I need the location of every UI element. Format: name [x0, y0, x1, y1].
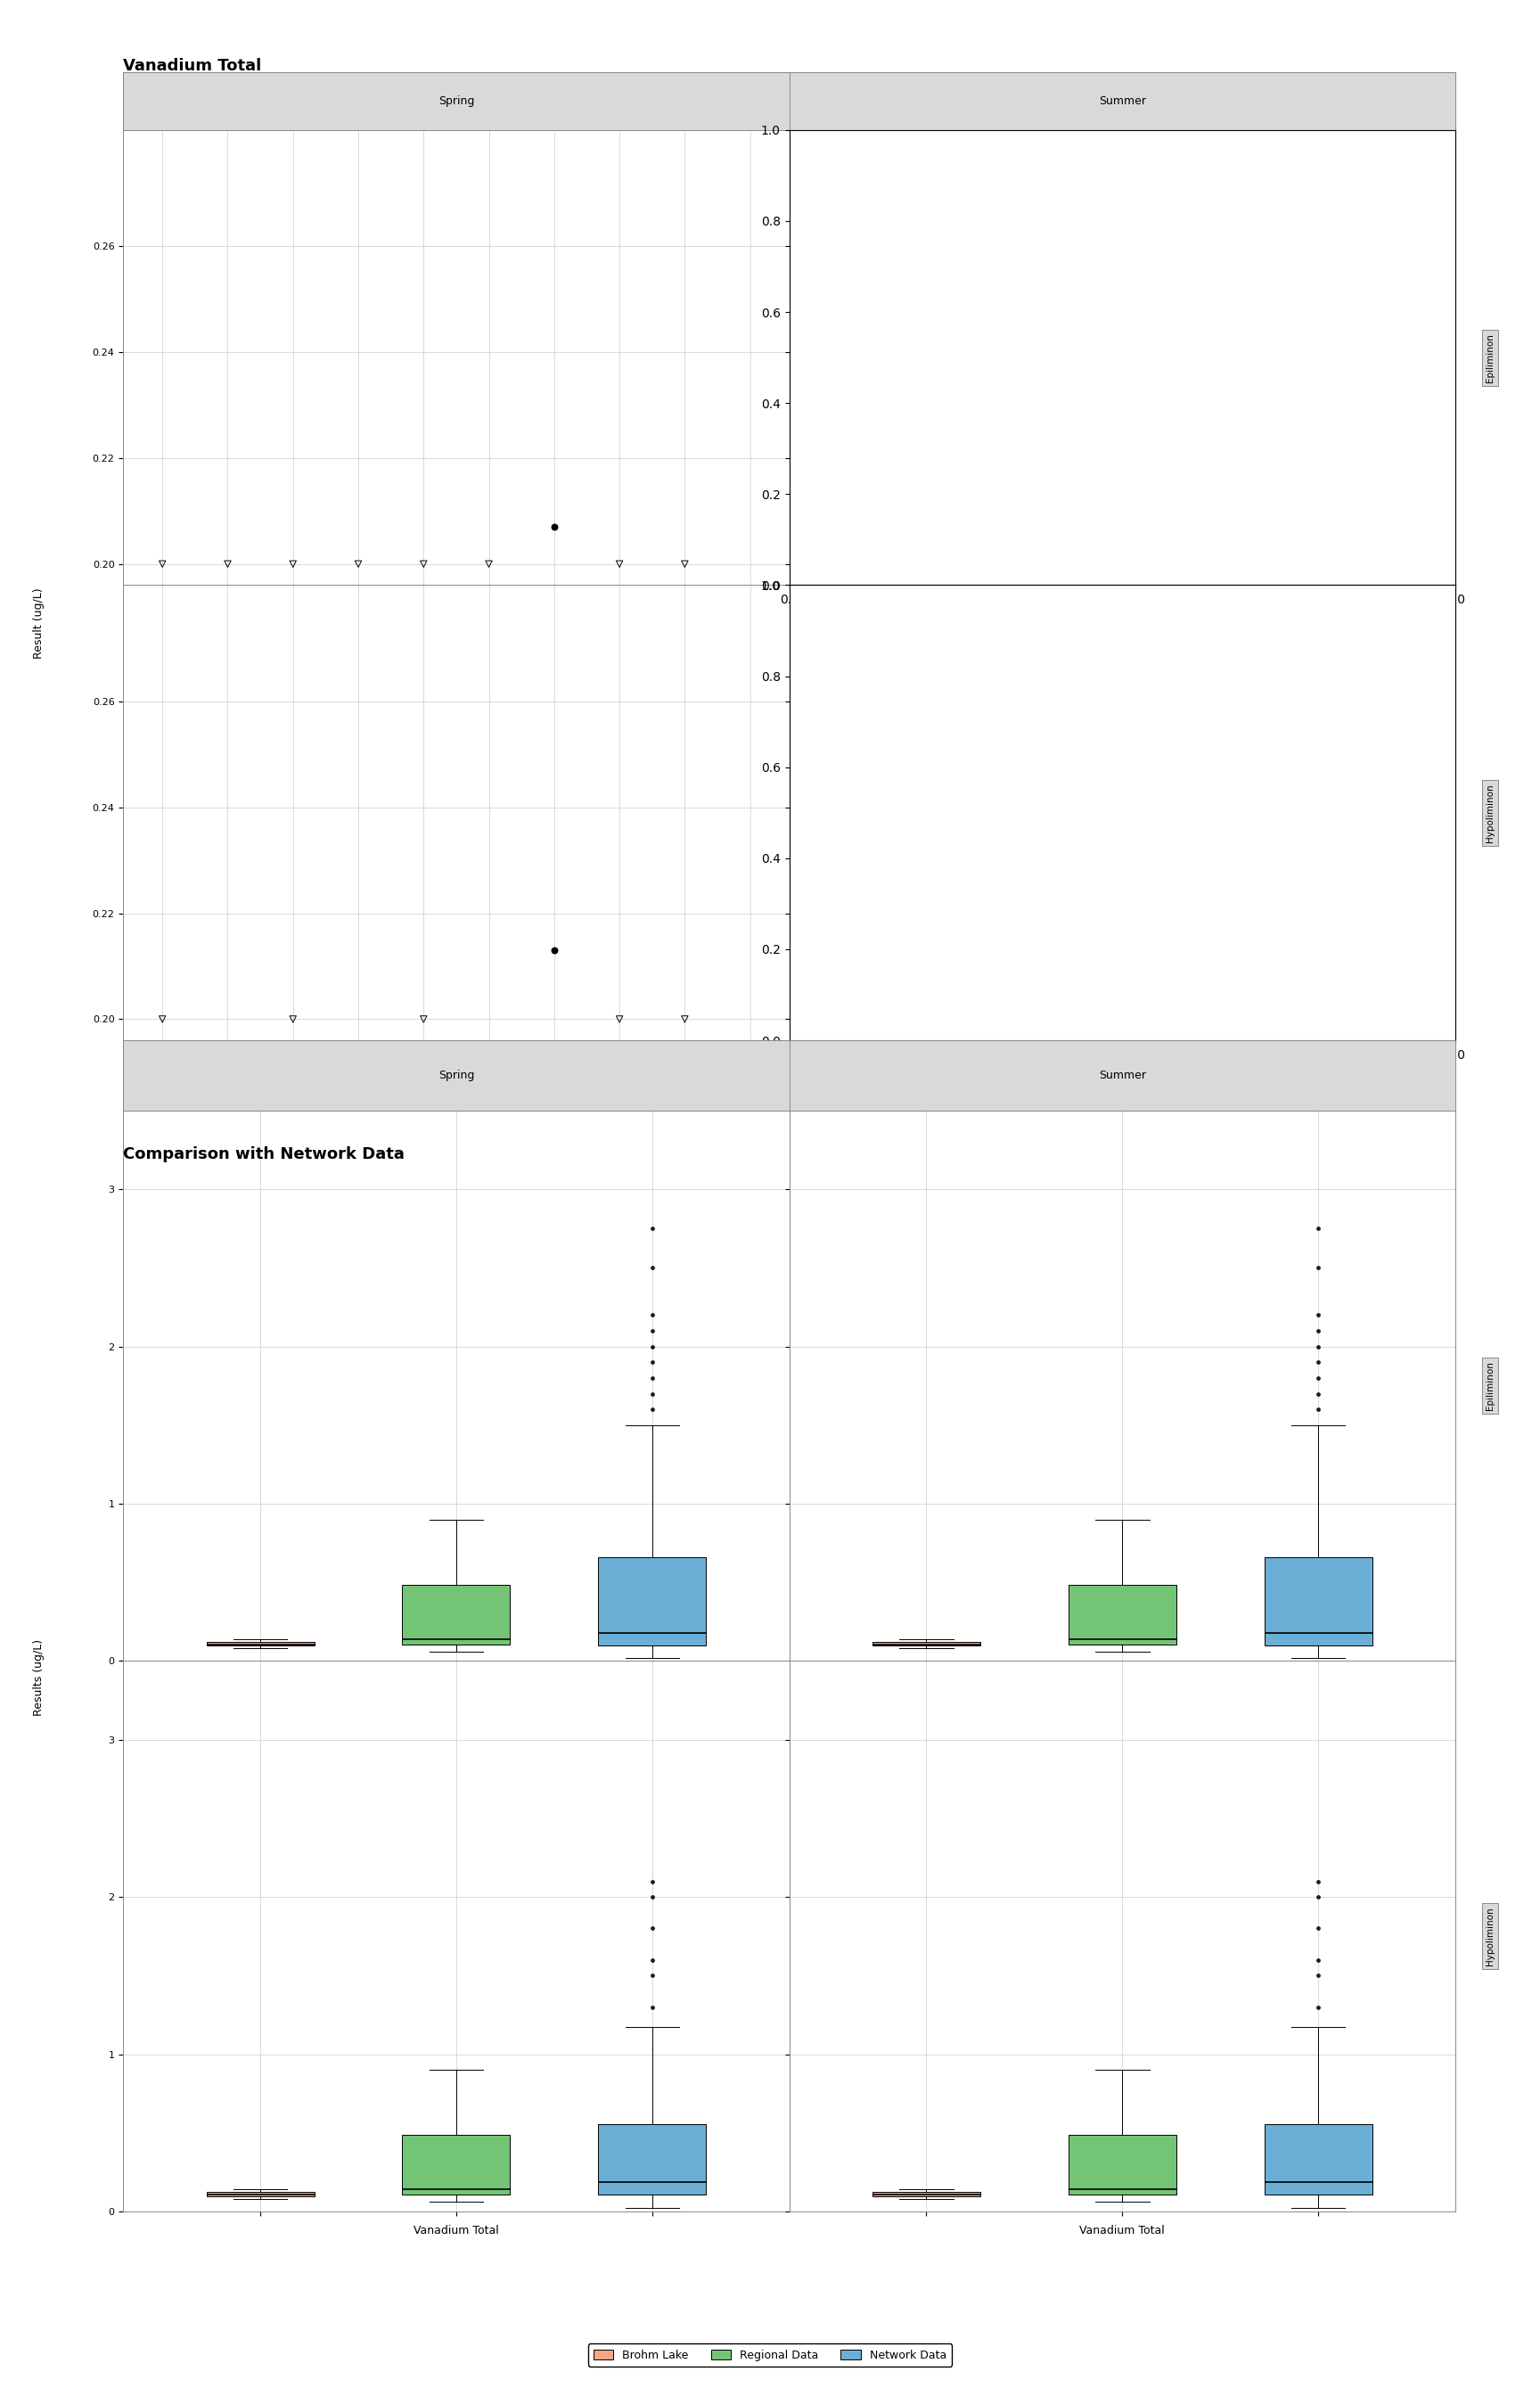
Point: [1143, 999, 1167, 1037]
Point: [280, 544, 305, 582]
PathPatch shape: [402, 1584, 510, 1644]
Point: [1078, 999, 1103, 1037]
PathPatch shape: [598, 1557, 705, 1646]
Point: [1078, 438, 1103, 477]
Point: [1012, 333, 1036, 371]
PathPatch shape: [1264, 2123, 1372, 2195]
Point: [673, 544, 698, 582]
Text: Spring: Spring: [439, 1069, 474, 1081]
Point: [149, 544, 174, 582]
X-axis label: Vanadium Total: Vanadium Total: [1080, 2226, 1164, 2238]
Point: [1078, 242, 1103, 280]
Point: [1143, 391, 1167, 429]
Point: [947, 999, 972, 1037]
Point: [1012, 999, 1036, 1037]
PathPatch shape: [1069, 1584, 1177, 1644]
Point: [1404, 544, 1429, 582]
Point: [673, 999, 698, 1037]
PathPatch shape: [873, 1641, 981, 1646]
Legend: Brohm Lake, Regional Data, Network Data: Brohm Lake, Regional Data, Network Data: [588, 2343, 952, 2367]
Point: [1207, 403, 1232, 441]
Text: Summer: Summer: [1098, 96, 1146, 108]
PathPatch shape: [402, 2135, 510, 2195]
Point: [411, 544, 436, 582]
Point: [346, 544, 371, 582]
Text: Hypoliminon: Hypoliminon: [1486, 1907, 1494, 1965]
Point: [607, 544, 631, 582]
Text: Result (ug/L): Result (ug/L): [32, 587, 45, 659]
PathPatch shape: [598, 2123, 705, 2195]
Text: Vanadium Total: Vanadium Total: [123, 58, 262, 74]
X-axis label: Vanadium Total: Vanadium Total: [414, 2226, 499, 2238]
Point: [542, 932, 567, 970]
Point: [1207, 999, 1232, 1037]
Point: [216, 544, 240, 582]
Text: Epiliminon: Epiliminon: [1486, 1361, 1494, 1411]
Point: [411, 999, 436, 1037]
PathPatch shape: [206, 1641, 314, 1646]
Text: Spring: Spring: [439, 96, 474, 108]
Point: [1338, 999, 1363, 1037]
PathPatch shape: [1069, 2135, 1177, 2195]
Text: Comparison with Network Data: Comparison with Network Data: [123, 1145, 405, 1162]
Point: [881, 999, 906, 1037]
Point: [816, 999, 841, 1037]
Text: Hypoliminon: Hypoliminon: [1486, 783, 1494, 841]
Text: Epiliminon: Epiliminon: [1486, 333, 1494, 381]
PathPatch shape: [1264, 1557, 1372, 1646]
Point: [1274, 999, 1298, 1037]
Point: [476, 544, 501, 582]
Point: [542, 508, 567, 546]
Text: Summer: Summer: [1098, 1069, 1146, 1081]
Point: [1207, 170, 1232, 208]
PathPatch shape: [873, 2192, 981, 2197]
Point: [149, 999, 174, 1037]
Point: [280, 999, 305, 1037]
Point: [607, 999, 631, 1037]
Text: Results (ug/L): Results (ug/L): [32, 1639, 45, 1716]
PathPatch shape: [206, 2192, 314, 2197]
